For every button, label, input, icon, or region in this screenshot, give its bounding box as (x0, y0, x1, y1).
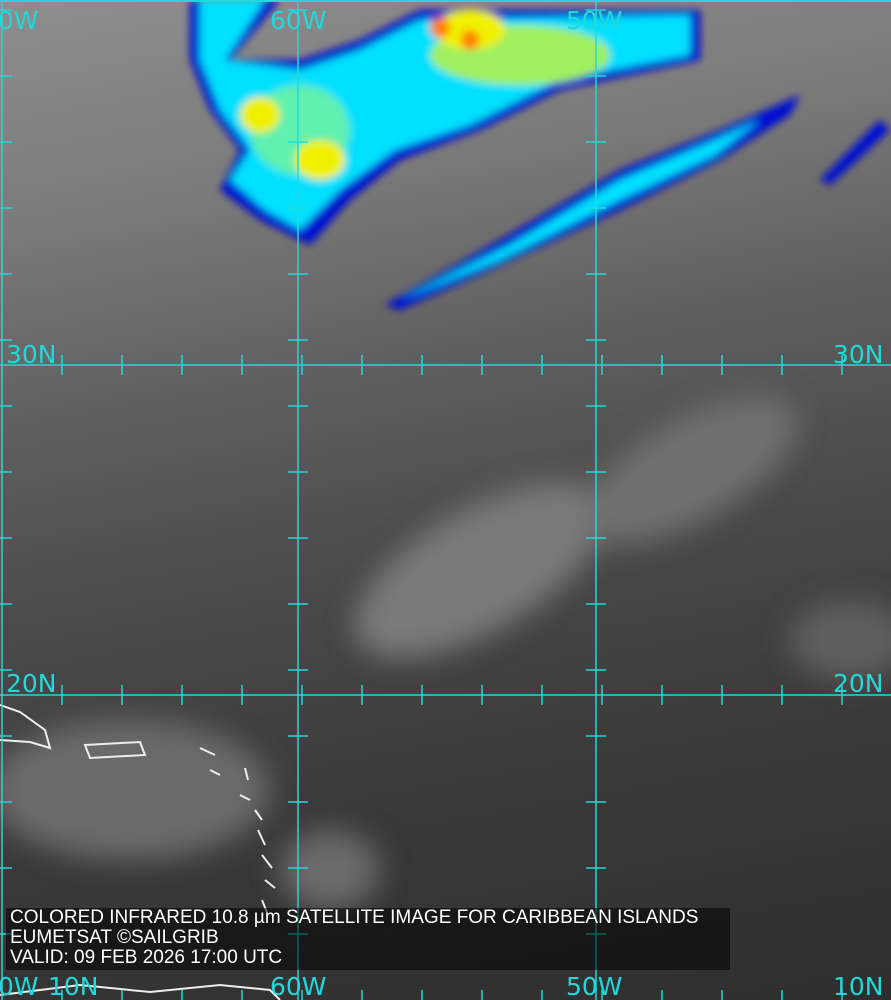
coastlines (0, 704, 281, 1000)
lon-label-bottom-50w: 50W (566, 972, 623, 1000)
lon-label-bottom-60w: 60W (270, 972, 327, 1000)
cold-cloud-tops (190, 0, 890, 310)
lat-label-right-20n: 20N (833, 669, 884, 698)
lon-label-top-70w: 70W (0, 6, 39, 35)
caption-title: COLORED INFRARED 10.8 µm SATELLITE IMAGE… (10, 907, 699, 928)
lon-label-top-50w: 50W (566, 6, 623, 35)
caption-source: EUMETSAT ©SAILGRIB (10, 927, 219, 948)
gray-cloud-texture (0, 396, 891, 910)
lon-label-bottom-70w: 70W (0, 972, 39, 1000)
lat-label-left-10n: 10N (48, 972, 99, 1000)
lat-label-left-30n: 30N (6, 340, 57, 369)
lon-label-top-60w: 60W (270, 6, 327, 35)
caption-valid-time: VALID: 09 FEB 2026 17:00 UTC (10, 947, 283, 968)
image-caption: COLORED INFRARED 10.8 µm SATELLITE IMAGE… (6, 908, 730, 970)
lat-label-left-20n: 20N (6, 669, 57, 698)
lat-label-right-10n: 10N (833, 972, 884, 1000)
lat-label-right-30n: 30N (833, 340, 884, 369)
